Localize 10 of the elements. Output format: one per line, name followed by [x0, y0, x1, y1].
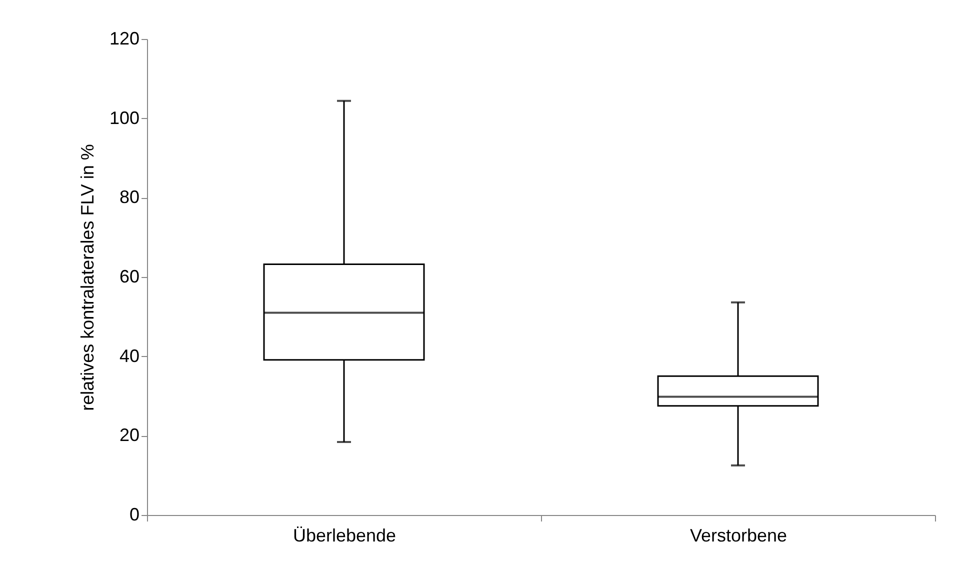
- y-tick-label: 40: [119, 346, 140, 366]
- y-tick-label: 120: [109, 28, 140, 48]
- x-tick-label: Verstorbene: [690, 526, 788, 546]
- x-tick-label: Überlebende: [292, 526, 396, 546]
- y-tick-label: 20: [119, 425, 140, 446]
- y-tick-label: 0: [129, 504, 140, 524]
- y-tick-label: 80: [119, 187, 140, 208]
- y-tick-label: 60: [119, 266, 140, 286]
- y-tick-label: 100: [109, 108, 140, 128]
- y-axis-title: relatives kontralaterales FLV in %: [77, 144, 98, 411]
